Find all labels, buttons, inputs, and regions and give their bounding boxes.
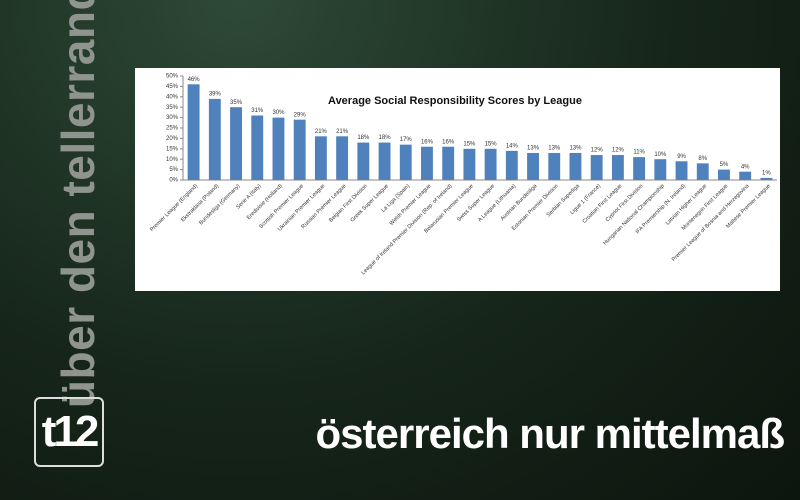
value-label: 29% bbox=[294, 112, 307, 118]
bar bbox=[230, 107, 242, 180]
value-label: 15% bbox=[463, 141, 476, 147]
y-tick-label: 40% bbox=[166, 94, 179, 100]
bar bbox=[187, 84, 200, 180]
bar bbox=[208, 98, 221, 180]
bar bbox=[696, 163, 709, 180]
bar bbox=[336, 136, 349, 180]
y-tick-label: 30% bbox=[166, 115, 179, 121]
y-tick-label: 25% bbox=[166, 126, 179, 132]
value-label: 17% bbox=[400, 137, 413, 143]
bar bbox=[272, 117, 285, 180]
value-label: 39% bbox=[209, 91, 222, 97]
y-tick-label: 0% bbox=[169, 178, 178, 184]
value-label: 5% bbox=[720, 162, 729, 168]
value-label: 8% bbox=[698, 156, 707, 162]
bar bbox=[633, 157, 646, 180]
bar bbox=[654, 159, 667, 180]
value-label: 21% bbox=[315, 129, 328, 135]
bar bbox=[293, 119, 306, 180]
bar bbox=[442, 146, 455, 180]
value-label: 15% bbox=[485, 141, 498, 147]
bar bbox=[251, 115, 264, 180]
y-tick-label: 35% bbox=[166, 105, 179, 111]
bar bbox=[675, 161, 688, 180]
value-label: 12% bbox=[591, 148, 604, 154]
headline: österreich nur mittelmaß bbox=[315, 410, 785, 457]
logo: t12 bbox=[34, 397, 104, 467]
y-tick-label: 20% bbox=[166, 136, 179, 142]
bar bbox=[739, 171, 752, 180]
value-label: 13% bbox=[548, 146, 561, 152]
value-label: 13% bbox=[527, 146, 540, 152]
value-label: 35% bbox=[230, 100, 243, 106]
bar bbox=[463, 148, 476, 180]
y-tick-label: 15% bbox=[166, 146, 179, 152]
bar bbox=[314, 136, 327, 180]
value-label: 16% bbox=[442, 139, 455, 145]
value-label: 13% bbox=[569, 146, 582, 152]
bar bbox=[718, 169, 730, 180]
bar bbox=[548, 152, 561, 180]
bar bbox=[421, 146, 433, 180]
value-label: 30% bbox=[272, 110, 285, 116]
value-label: 18% bbox=[357, 135, 370, 141]
y-tick-label: 5% bbox=[169, 167, 178, 173]
value-label: 31% bbox=[251, 108, 264, 114]
bar bbox=[590, 155, 603, 180]
chart-title: Average Social Responsibility Scores by … bbox=[328, 95, 582, 107]
value-label: 1% bbox=[762, 170, 771, 176]
bar bbox=[378, 142, 391, 180]
bar bbox=[569, 152, 582, 180]
bar bbox=[399, 144, 412, 180]
y-tick-label: 50% bbox=[166, 74, 179, 80]
value-label: 10% bbox=[654, 152, 667, 158]
value-label: 14% bbox=[506, 143, 519, 149]
bar bbox=[357, 142, 370, 180]
bar bbox=[760, 177, 773, 180]
y-tick-label: 10% bbox=[166, 157, 179, 163]
value-label: 18% bbox=[379, 135, 392, 141]
value-label: 11% bbox=[633, 150, 645, 156]
tagline: über den tellerrand bbox=[52, 0, 104, 409]
value-label: 16% bbox=[421, 139, 434, 145]
y-tick-label: 45% bbox=[166, 84, 179, 90]
value-label: 21% bbox=[336, 129, 349, 135]
bar bbox=[484, 148, 497, 180]
value-label: 9% bbox=[677, 154, 686, 160]
bar bbox=[527, 152, 539, 180]
bar bbox=[611, 155, 624, 180]
value-label: 12% bbox=[612, 148, 625, 154]
bar bbox=[505, 150, 518, 180]
value-label: 46% bbox=[188, 77, 201, 83]
value-label: 4% bbox=[741, 164, 750, 170]
chart: Average Social Responsibility Scores by … bbox=[135, 68, 780, 291]
